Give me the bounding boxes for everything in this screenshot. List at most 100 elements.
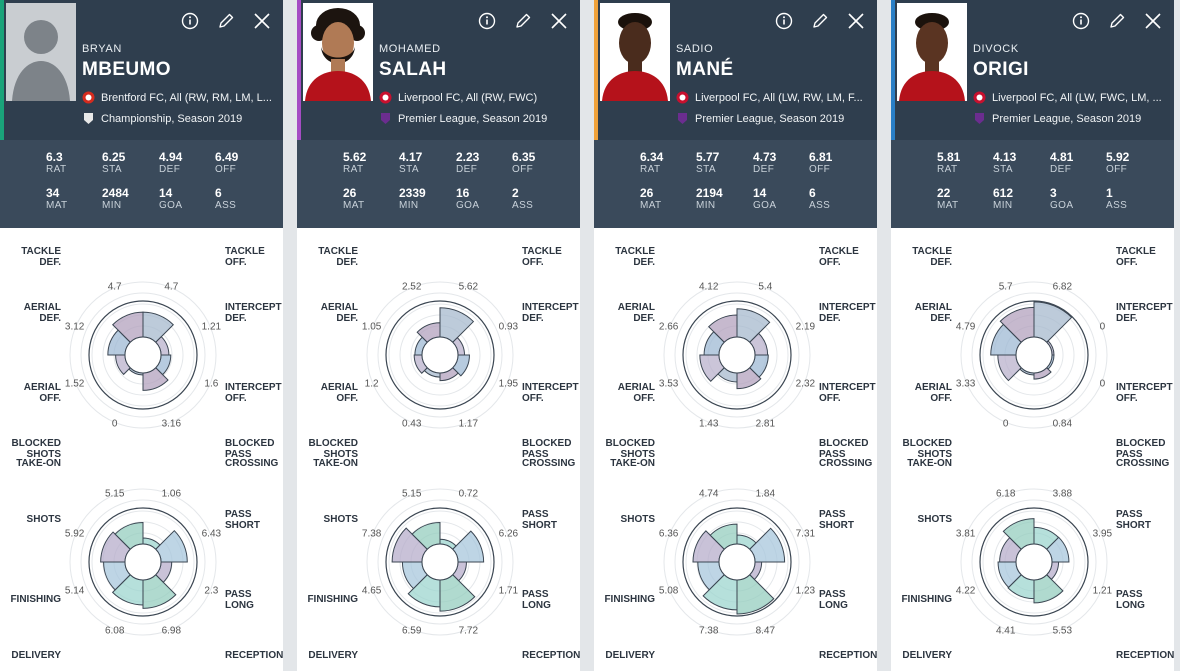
edit-icon[interactable] bbox=[215, 10, 237, 32]
attack-label: RECEPTION bbox=[819, 650, 877, 661]
defense-label: AERIAL DEF. bbox=[915, 302, 952, 324]
stat-label: MAT bbox=[343, 200, 365, 211]
stat-value: 5.81 bbox=[937, 150, 961, 164]
edit-icon[interactable] bbox=[809, 10, 831, 32]
info-icon[interactable] bbox=[1070, 10, 1092, 32]
player-header: BRYAN MBEUMO Brentford FC, All (RW, RM, LM… bbox=[0, 0, 283, 140]
defense-label: TACKLE DEF. bbox=[912, 246, 952, 268]
player-header: MOHAMED SALAH Liverpool FC, All (RW, FWC) P… bbox=[297, 0, 580, 140]
stat-label: RAT bbox=[640, 164, 661, 175]
attack-label: SHOTS bbox=[621, 514, 656, 525]
edit-icon[interactable] bbox=[1106, 10, 1128, 32]
defense-label: AERIAL OFF. bbox=[24, 382, 61, 404]
attack-label: PASS LONG bbox=[522, 589, 551, 611]
attack-label: DELIVERY bbox=[902, 650, 952, 661]
stat-sta: 5.77 STA bbox=[696, 150, 719, 175]
attack-value: 4.65 bbox=[362, 585, 382, 596]
defense-value: 5.7 bbox=[999, 282, 1013, 293]
defense-value: 6.82 bbox=[1053, 282, 1073, 293]
stat-label: ASS bbox=[809, 200, 831, 211]
defense-value: 1.2 bbox=[365, 378, 379, 389]
attack-value: 6.98 bbox=[162, 625, 182, 636]
team-crest-icon bbox=[973, 91, 986, 104]
attack-value: 7.38 bbox=[699, 625, 719, 636]
stat-sta: 4.17 STA bbox=[399, 150, 422, 175]
stat-value: 6.49 bbox=[215, 150, 239, 164]
league-crest-icon bbox=[82, 112, 95, 125]
attack-value: 3.95 bbox=[1093, 529, 1113, 540]
info-icon[interactable] bbox=[179, 10, 201, 32]
stat-goa: 14 GOA bbox=[159, 186, 182, 211]
attack-label: DELIVERY bbox=[605, 650, 655, 661]
defense-label: BLOCKED SHOTS bbox=[12, 438, 62, 460]
defense-label: TACKLE DEF. bbox=[318, 246, 358, 268]
defense-value: 2.66 bbox=[659, 322, 679, 333]
edit-icon[interactable] bbox=[512, 10, 534, 32]
attack-value: 3.88 bbox=[1053, 489, 1073, 500]
accent-bar bbox=[0, 0, 4, 228]
close-icon[interactable] bbox=[251, 10, 273, 32]
stat-label: STA bbox=[102, 164, 122, 175]
stat-off: 6.81 OFF bbox=[809, 150, 832, 175]
stat-value: 5.62 bbox=[343, 150, 367, 164]
defense-wedge bbox=[1033, 301, 1073, 343]
stat-label: GOA bbox=[456, 200, 480, 211]
stat-label: RAT bbox=[343, 164, 364, 175]
stat-label: MIN bbox=[399, 200, 419, 211]
stat-label: STA bbox=[993, 164, 1013, 175]
league-line: Premier League, Season 2019 bbox=[992, 112, 1142, 125]
player-first-name: MOHAMED bbox=[379, 43, 441, 55]
player-first-name: BRYAN bbox=[82, 43, 122, 55]
stat-label: GOA bbox=[1050, 200, 1074, 211]
defense-value: 2.81 bbox=[756, 418, 776, 429]
stat-value: 3 bbox=[1050, 186, 1057, 200]
stat-value: 4.94 bbox=[159, 150, 183, 164]
accent-bar bbox=[297, 0, 301, 228]
defense-label: BLOCKED PASS bbox=[522, 438, 571, 460]
stat-label: MIN bbox=[993, 200, 1013, 211]
player-photo bbox=[897, 3, 967, 101]
defense-label: TACKLE DEF. bbox=[21, 246, 61, 268]
attack-value: 6.26 bbox=[499, 529, 519, 540]
attack-label: CROSSING bbox=[819, 458, 873, 469]
attack-label: CROSSING bbox=[1116, 458, 1170, 469]
close-icon[interactable] bbox=[845, 10, 867, 32]
stat-def: 2.23 DEF bbox=[456, 150, 479, 175]
info-icon[interactable] bbox=[773, 10, 795, 32]
attack-label: DELIVERY bbox=[11, 650, 61, 661]
attack-value: 3.81 bbox=[956, 529, 976, 540]
defense-value: 4.7 bbox=[108, 282, 122, 293]
close-icon[interactable] bbox=[1142, 10, 1164, 32]
stat-label: OFF bbox=[1106, 164, 1128, 175]
attack-label: TAKE-ON bbox=[907, 458, 952, 469]
player-last-name: MANÉ bbox=[676, 59, 734, 80]
defense-label: AERIAL OFF. bbox=[915, 382, 952, 404]
stat-value: 2 bbox=[512, 186, 519, 200]
info-icon[interactable] bbox=[476, 10, 498, 32]
attack-label: CROSSING bbox=[522, 458, 576, 469]
stat-def: 4.81 DEF bbox=[1050, 150, 1073, 175]
stat-label: DEF bbox=[456, 164, 478, 175]
defense-label: BLOCKED SHOTS bbox=[606, 438, 656, 460]
league-line: Premier League, Season 2019 bbox=[695, 112, 845, 125]
player-last-name: MBEUMO bbox=[82, 59, 171, 80]
stat-value: 6.35 bbox=[512, 150, 536, 164]
close-icon[interactable] bbox=[548, 10, 570, 32]
attack-value: 5.08 bbox=[659, 585, 679, 596]
player-card: SADIO MANÉ Liverpool FC, All (LW, RW, LM, … bbox=[594, 0, 877, 671]
stat-value: 26 bbox=[343, 186, 357, 200]
defense-label: INTERCEPT DEF. bbox=[522, 302, 579, 324]
defense-value: 0 bbox=[1100, 322, 1106, 333]
stat-mat: 26 MAT bbox=[640, 186, 662, 211]
team-crest-icon bbox=[82, 91, 95, 104]
stat-label: MAT bbox=[640, 200, 662, 211]
stat-value: 6.3 bbox=[46, 150, 63, 164]
attack-label: FINISHING bbox=[10, 594, 61, 605]
defense-label: INTERCEPT OFF. bbox=[1116, 382, 1173, 404]
defense-value: 1.52 bbox=[65, 378, 85, 389]
stat-ass: 2 ASS bbox=[512, 186, 533, 211]
stat-value: 14 bbox=[753, 186, 767, 200]
stat-label: OFF bbox=[809, 164, 831, 175]
attack-value: 7.72 bbox=[459, 625, 479, 636]
